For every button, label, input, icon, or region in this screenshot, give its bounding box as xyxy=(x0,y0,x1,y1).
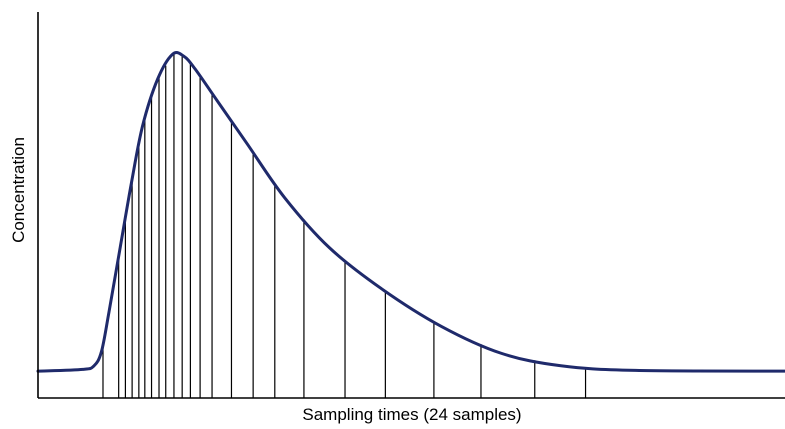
sample-lines-group xyxy=(102,54,587,398)
concentration-curve xyxy=(36,51,785,373)
y-axis-label: Concentration xyxy=(9,137,28,243)
x-axis-label: Sampling times (24 samples) xyxy=(302,405,521,424)
